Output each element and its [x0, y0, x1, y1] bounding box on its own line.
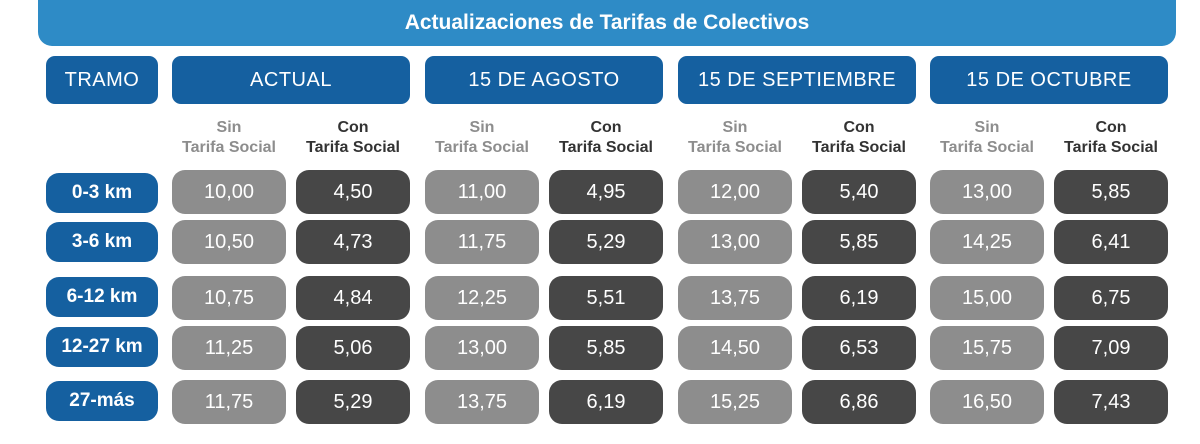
con-tarifa-social-value: 5,85 [1054, 170, 1168, 214]
subheader-line2: Tarifa Social [812, 139, 906, 156]
tramo-header: TRAMO [46, 56, 158, 104]
sin-tarifa-social-value: 14,25 [930, 220, 1044, 264]
sin-tarifa-social-value: 14,50 [678, 326, 792, 370]
subheader-line1: Con [337, 119, 369, 136]
period-header-actual: ACTUAL [172, 56, 410, 104]
sin-tarifa-social-value: 10,50 [172, 220, 286, 264]
sin-tarifa-social-value: 11,00 [425, 170, 539, 214]
sin-tarifa-social-value: 13,75 [678, 276, 792, 320]
period-header-15-octubre: 15 DE OCTUBRE [930, 56, 1168, 104]
sin-tarifa-social-value: 11,25 [172, 326, 286, 370]
subheader-sin-tarifa-social: Sin Tarifa Social [422, 116, 542, 160]
subheader-line1: Con [843, 119, 875, 136]
sin-tarifa-social-value: 10,75 [172, 276, 286, 320]
con-tarifa-social-value: 6,75 [1054, 276, 1168, 320]
sin-tarifa-social-value: 13,00 [930, 170, 1044, 214]
con-tarifa-social-value: 4,95 [549, 170, 663, 214]
con-tarifa-social-value: 7,09 [1054, 326, 1168, 370]
tramo-label: 27-más [46, 381, 158, 421]
subheader-line2: Tarifa Social [306, 139, 400, 156]
subheader-line1: Sin [216, 119, 242, 136]
subheader-con-tarifa-social: Con Tarifa Social [799, 116, 919, 160]
sin-tarifa-social-value: 12,00 [678, 170, 792, 214]
con-tarifa-social-value: 4,84 [296, 276, 410, 320]
con-tarifa-social-value: 5,85 [802, 220, 916, 264]
sin-tarifa-social-value: 13,00 [678, 220, 792, 264]
sin-tarifa-social-value: 11,75 [425, 220, 539, 264]
sin-tarifa-social-value: 12,25 [425, 276, 539, 320]
period-header-15-septiembre: 15 DE SEPTIEMBRE [678, 56, 916, 104]
title-banner: Actualizaciones de Tarifas de Colectivos [38, 0, 1176, 46]
subheader-sin-tarifa-social: Sin Tarifa Social [169, 116, 289, 160]
sin-tarifa-social-value: 15,00 [930, 276, 1044, 320]
tramo-label: 12-27 km [46, 327, 158, 367]
subheader-line2: Tarifa Social [182, 139, 276, 156]
sin-tarifa-social-value: 15,25 [678, 380, 792, 424]
con-tarifa-social-value: 5,51 [549, 276, 663, 320]
subheader-line1: Con [1095, 119, 1127, 136]
subheader-sin-tarifa-social: Sin Tarifa Social [675, 116, 795, 160]
con-tarifa-social-value: 6,19 [549, 380, 663, 424]
subheader-line1: Sin [722, 119, 748, 136]
con-tarifa-social-value: 6,86 [802, 380, 916, 424]
page-title: Actualizaciones de Tarifas de Colectivos [404, 11, 810, 34]
con-tarifa-social-value: 5,29 [549, 220, 663, 264]
subheader-line2: Tarifa Social [1064, 139, 1158, 156]
sin-tarifa-social-value: 13,75 [425, 380, 539, 424]
sin-tarifa-social-value: 15,75 [930, 326, 1044, 370]
subheader-line2: Tarifa Social [435, 139, 529, 156]
subheader-line1: Sin [974, 119, 1000, 136]
subheader-line2: Tarifa Social [940, 139, 1034, 156]
tramo-label: 6-12 km [46, 277, 158, 317]
con-tarifa-social-value: 4,73 [296, 220, 410, 264]
con-tarifa-social-value: 6,53 [802, 326, 916, 370]
con-tarifa-social-value: 5,40 [802, 170, 916, 214]
con-tarifa-social-value: 6,19 [802, 276, 916, 320]
sin-tarifa-social-value: 10,00 [172, 170, 286, 214]
con-tarifa-social-value: 6,41 [1054, 220, 1168, 264]
subheader-con-tarifa-social: Con Tarifa Social [293, 116, 413, 160]
sin-tarifa-social-value: 11,75 [172, 380, 286, 424]
tramo-label: 0-3 km [46, 173, 158, 213]
subheader-line1: Sin [469, 119, 495, 136]
con-tarifa-social-value: 5,29 [296, 380, 410, 424]
con-tarifa-social-value: 4,50 [296, 170, 410, 214]
con-tarifa-social-value: 7,43 [1054, 380, 1168, 424]
tramo-label: 3-6 km [46, 222, 158, 262]
con-tarifa-social-value: 5,85 [549, 326, 663, 370]
con-tarifa-social-value: 5,06 [296, 326, 410, 370]
subheader-line2: Tarifa Social [559, 139, 653, 156]
subheader-sin-tarifa-social: Sin Tarifa Social [927, 116, 1047, 160]
subheader-line2: Tarifa Social [688, 139, 782, 156]
subheader-line1: Con [590, 119, 622, 136]
sin-tarifa-social-value: 13,00 [425, 326, 539, 370]
subheader-con-tarifa-social: Con Tarifa Social [546, 116, 666, 160]
period-header-15-agosto: 15 DE AGOSTO [425, 56, 663, 104]
sin-tarifa-social-value: 16,50 [930, 380, 1044, 424]
subheader-con-tarifa-social: Con Tarifa Social [1051, 116, 1171, 160]
